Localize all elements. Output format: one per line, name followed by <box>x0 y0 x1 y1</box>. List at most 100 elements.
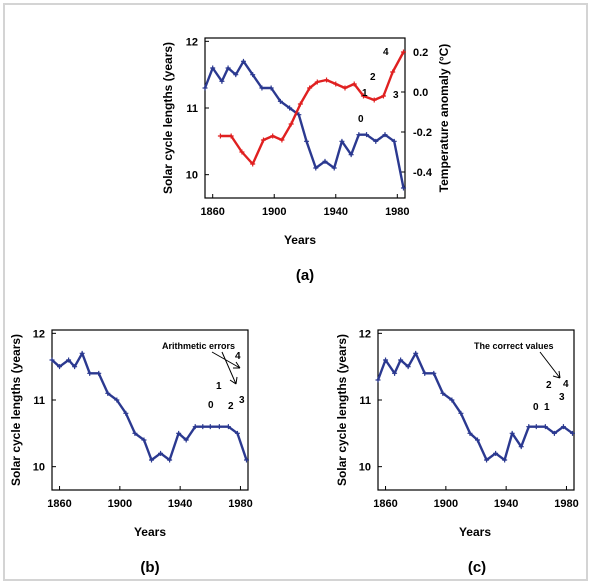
data-point <box>324 77 330 83</box>
data-point <box>228 133 234 139</box>
data-point <box>440 390 446 396</box>
point-label-0-c: 0 <box>533 402 539 413</box>
x-tick-label: 1860 <box>200 206 224 218</box>
data-point <box>375 377 381 383</box>
y2-tick-label: -0.4 <box>413 167 433 179</box>
data-point <box>502 457 508 463</box>
point-label-0-a: 0 <box>358 114 364 125</box>
data-point <box>277 98 283 104</box>
panel-label-a: (a) <box>296 267 314 284</box>
data-point <box>96 370 102 376</box>
data-point <box>192 424 198 430</box>
y2-axis-label-a: Temperature anomaly (°C) <box>437 44 451 193</box>
data-point <box>87 370 93 376</box>
data-point <box>342 85 348 91</box>
point-label-3-b: 3 <box>239 395 245 406</box>
data-point <box>314 79 320 85</box>
data-point <box>72 364 78 370</box>
data-point <box>132 430 138 436</box>
data-point <box>49 357 55 363</box>
point-label-1-c: 1 <box>544 402 550 413</box>
data-point <box>279 137 285 143</box>
data-point <box>233 72 239 78</box>
x-tick-label: 1940 <box>494 498 518 510</box>
data-point <box>449 397 455 403</box>
series-layer-c <box>375 350 575 463</box>
y-tick-label: 12 <box>186 36 198 48</box>
data-point <box>243 457 249 463</box>
point-label-1-b: 1 <box>216 381 222 392</box>
data-point <box>313 165 319 171</box>
data-point <box>105 390 111 396</box>
annotation-arrow-b <box>211 351 241 385</box>
data-point <box>304 138 310 144</box>
x-tick-label: 1940 <box>324 206 348 218</box>
data-point <box>79 350 85 356</box>
series-layer-b <box>49 350 249 463</box>
data-point <box>533 424 539 430</box>
y-tick-labels-b: 10 11 12 <box>33 328 56 474</box>
data-point <box>493 450 499 456</box>
data-point <box>398 357 404 363</box>
data-point <box>270 133 276 139</box>
data-point <box>360 93 366 99</box>
data-point <box>240 58 246 64</box>
point-label-0-b: 0 <box>208 400 214 411</box>
x-tick-label: 1860 <box>47 498 71 510</box>
x-axis-label-b: Years <box>134 525 166 539</box>
y-axis-label-b: Solar cycle lengths (years) <box>9 334 23 486</box>
y-axis-label-a: Solar cycle lengths (years) <box>161 42 175 194</box>
data-point <box>225 424 231 430</box>
data-point <box>431 370 437 376</box>
plot-area-a <box>204 37 406 199</box>
y-tick-label: 10 <box>33 462 45 474</box>
point-label-4-c: 4 <box>563 379 569 390</box>
data-point <box>348 152 354 158</box>
point-label-2-c: 2 <box>546 380 552 391</box>
data-point <box>183 437 189 443</box>
point-label-4-a: 4 <box>383 47 389 58</box>
data-point <box>400 185 406 191</box>
data-point <box>296 112 302 118</box>
annotation-c: The correct values <box>474 341 554 351</box>
data-point <box>259 85 265 91</box>
data-point <box>390 69 396 75</box>
panel-label-b: (b) <box>140 559 159 576</box>
point-label-4-b: 4 <box>235 351 241 362</box>
data-point <box>331 165 337 171</box>
data-point <box>307 85 313 91</box>
plot-area-b <box>51 329 249 491</box>
data-point <box>400 49 406 55</box>
data-point <box>458 410 464 416</box>
data-point <box>509 430 515 436</box>
data-point <box>297 101 303 107</box>
plot-area-c <box>377 329 575 491</box>
data-point <box>141 437 147 443</box>
series-line-1 <box>220 51 405 166</box>
y-tick-label: 12 <box>33 328 45 340</box>
x-tick-label: 1980 <box>228 498 252 510</box>
data-point <box>373 138 379 144</box>
data-point <box>176 430 182 436</box>
point-label-2-a: 2 <box>370 72 376 83</box>
data-point <box>217 133 223 139</box>
data-point <box>339 138 345 144</box>
data-point <box>382 132 388 138</box>
x-tick-label: 1900 <box>262 206 286 218</box>
y-axis-label-c: Solar cycle lengths (years) <box>335 334 349 486</box>
annotation-b: Arithmetic errors <box>162 341 235 351</box>
data-point <box>560 424 566 430</box>
series-line-0 <box>203 60 405 189</box>
data-point <box>351 81 357 87</box>
data-point <box>250 161 256 167</box>
data-point <box>356 132 362 138</box>
y-tick-label: 12 <box>359 328 371 340</box>
data-point <box>542 424 548 430</box>
data-point <box>413 350 419 356</box>
data-point <box>149 457 155 463</box>
data-point <box>475 437 481 443</box>
data-point <box>484 457 490 463</box>
y2-tick-label: 0.0 <box>413 87 428 99</box>
